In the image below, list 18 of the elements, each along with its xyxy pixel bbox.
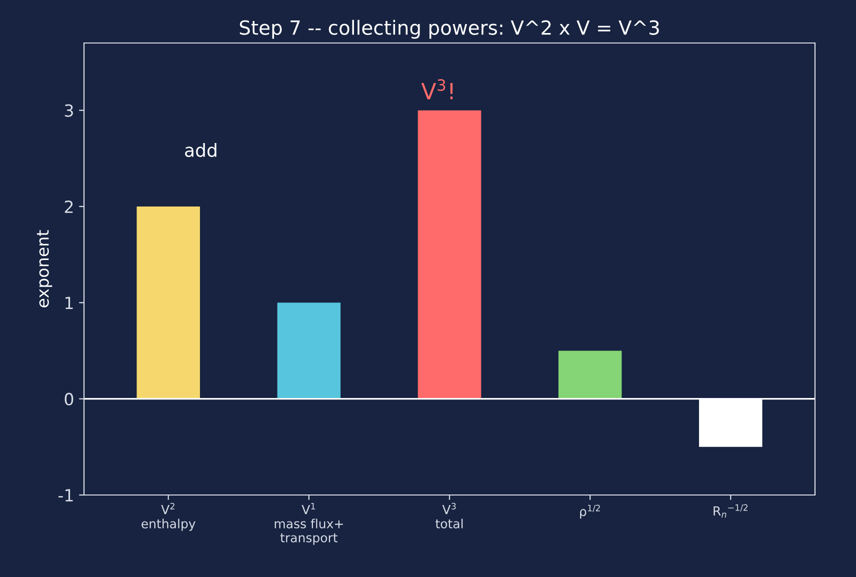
y-tick-label: 0 — [64, 392, 74, 406]
y-axis-title: exponent — [36, 230, 52, 308]
y-tick-label: -1 — [58, 489, 73, 502]
bar — [558, 350, 622, 399]
chart-title: Step 7 -- collecting powers: V^2 x V = V^3 — [240, 20, 659, 39]
annotation: V$^{3}$! — [421, 79, 453, 100]
x-tick-label: R$_{n}$$^{−1/2}$ — [714, 504, 748, 518]
y-tick-label: 2 — [64, 200, 73, 213]
bar — [418, 110, 482, 399]
x-tick-label: V$^{3}$ total — [436, 502, 463, 528]
x-tick-label: V$^{2}$ enthalpy — [142, 502, 196, 531]
bar — [277, 302, 341, 399]
y-tick-label: 1 — [66, 296, 73, 309]
annotation: add — [185, 143, 216, 158]
x-tick-label: ρ$^{1/2}$ — [580, 504, 600, 519]
bar — [136, 206, 200, 399]
y-tick-label: 3 — [64, 104, 73, 117]
x-tick-label: V$^{1}$ mass flux+ transport — [274, 502, 343, 545]
